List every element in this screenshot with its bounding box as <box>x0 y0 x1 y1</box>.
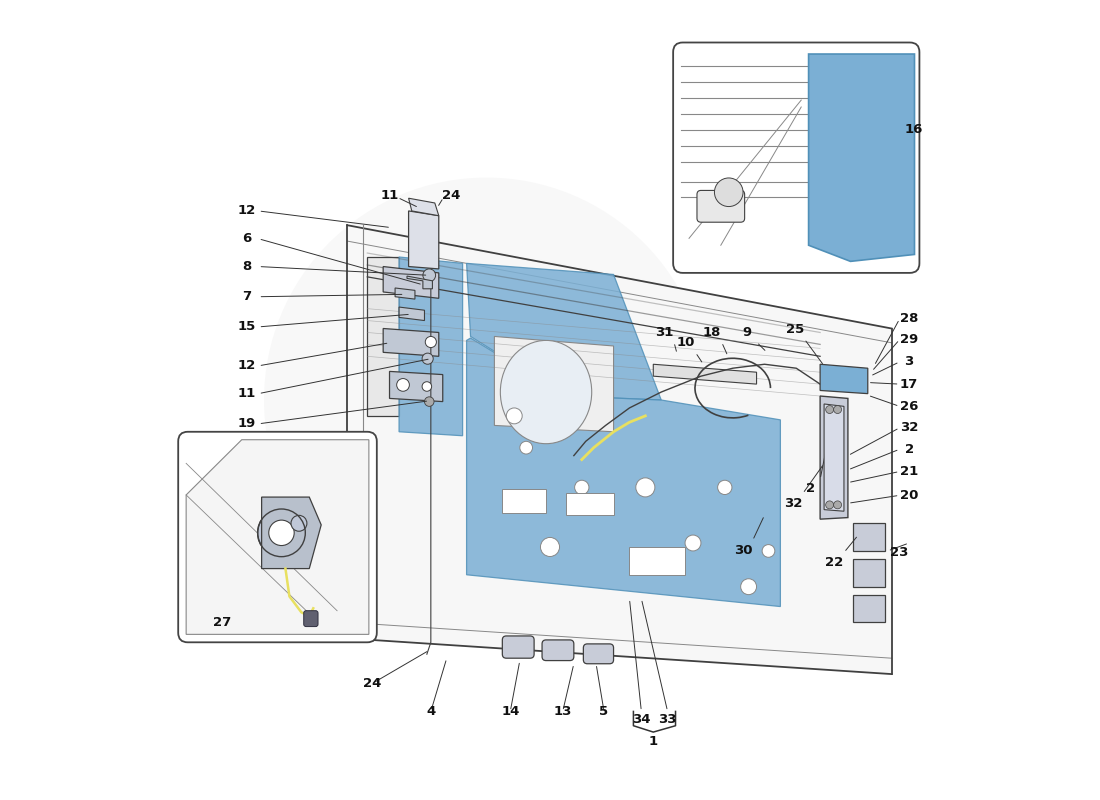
Circle shape <box>506 408 522 424</box>
Polygon shape <box>262 497 321 569</box>
Circle shape <box>257 509 306 557</box>
Text: 32: 32 <box>900 422 918 434</box>
Polygon shape <box>408 211 439 269</box>
Text: 18: 18 <box>703 326 722 339</box>
FancyBboxPatch shape <box>673 42 920 273</box>
Polygon shape <box>363 226 892 674</box>
Text: 12: 12 <box>238 359 255 372</box>
Text: passion for
cars 1985: passion for cars 1985 <box>405 340 569 460</box>
Text: 10: 10 <box>676 336 695 350</box>
Text: 30: 30 <box>734 544 752 557</box>
Polygon shape <box>494 337 614 432</box>
Circle shape <box>397 378 409 391</box>
Polygon shape <box>821 396 848 519</box>
Polygon shape <box>466 338 780 606</box>
Circle shape <box>834 406 842 414</box>
FancyBboxPatch shape <box>697 190 745 222</box>
Text: 6: 6 <box>242 232 251 246</box>
Circle shape <box>740 578 757 594</box>
Text: 29: 29 <box>900 333 918 346</box>
Polygon shape <box>821 364 868 394</box>
Circle shape <box>717 480 732 494</box>
Circle shape <box>426 337 437 347</box>
Text: 8: 8 <box>242 260 251 273</box>
Bar <box>565 493 614 515</box>
Polygon shape <box>466 263 661 400</box>
Polygon shape <box>367 257 399 416</box>
Circle shape <box>520 442 532 454</box>
Circle shape <box>292 515 307 531</box>
Bar <box>629 547 685 574</box>
Text: 4: 4 <box>426 705 436 718</box>
Text: 33: 33 <box>658 713 676 726</box>
Circle shape <box>574 480 589 494</box>
Text: 25: 25 <box>785 322 804 336</box>
Text: 31: 31 <box>656 326 673 339</box>
Text: 1: 1 <box>649 735 658 748</box>
Text: 32: 32 <box>784 497 802 510</box>
Circle shape <box>264 178 708 622</box>
Circle shape <box>685 535 701 551</box>
Text: 3: 3 <box>904 355 914 368</box>
Polygon shape <box>389 371 442 402</box>
Polygon shape <box>399 307 425 321</box>
Circle shape <box>422 353 433 364</box>
Text: 2: 2 <box>806 482 815 495</box>
Text: 17: 17 <box>900 378 918 390</box>
Circle shape <box>422 382 431 391</box>
Circle shape <box>636 478 654 497</box>
Text: 9: 9 <box>742 326 751 339</box>
Text: 23: 23 <box>890 546 909 559</box>
Text: 22: 22 <box>825 555 844 569</box>
Text: 11: 11 <box>381 189 398 202</box>
Text: 20: 20 <box>900 489 918 502</box>
Text: 2: 2 <box>904 442 914 456</box>
Circle shape <box>715 178 744 206</box>
Circle shape <box>834 501 842 509</box>
Polygon shape <box>653 364 757 384</box>
Bar <box>854 594 886 622</box>
Polygon shape <box>808 54 914 262</box>
Text: 15: 15 <box>238 321 255 334</box>
Circle shape <box>762 545 774 558</box>
Polygon shape <box>408 198 439 216</box>
Text: 26: 26 <box>900 400 918 413</box>
Text: 24: 24 <box>442 189 461 202</box>
Bar <box>503 489 546 513</box>
FancyBboxPatch shape <box>542 640 574 661</box>
Bar <box>854 559 886 586</box>
Polygon shape <box>399 257 463 436</box>
Text: 24: 24 <box>363 677 382 690</box>
FancyBboxPatch shape <box>503 636 535 658</box>
Polygon shape <box>395 288 415 299</box>
Polygon shape <box>383 266 439 298</box>
Text: 21: 21 <box>900 465 918 478</box>
FancyBboxPatch shape <box>304 610 318 626</box>
Polygon shape <box>824 404 844 511</box>
Text: 28: 28 <box>900 313 918 326</box>
Text: 12: 12 <box>238 205 255 218</box>
Circle shape <box>540 538 560 557</box>
Circle shape <box>268 520 294 546</box>
Text: 7: 7 <box>242 290 251 303</box>
Text: 16: 16 <box>904 123 923 136</box>
Circle shape <box>422 269 436 282</box>
Polygon shape <box>407 276 432 289</box>
Text: 27: 27 <box>212 616 231 629</box>
Bar <box>854 523 886 551</box>
Circle shape <box>826 406 834 414</box>
Text: 5: 5 <box>600 705 608 718</box>
FancyBboxPatch shape <box>178 432 377 642</box>
Circle shape <box>826 501 834 509</box>
Polygon shape <box>383 329 439 356</box>
Text: 34: 34 <box>632 713 650 726</box>
Text: 11: 11 <box>238 387 255 400</box>
Text: 14: 14 <box>502 705 519 718</box>
FancyBboxPatch shape <box>583 644 614 664</box>
Ellipse shape <box>500 341 592 444</box>
Circle shape <box>425 397 435 406</box>
Text: 19: 19 <box>238 418 255 430</box>
Polygon shape <box>186 440 368 634</box>
Text: 13: 13 <box>553 705 572 718</box>
